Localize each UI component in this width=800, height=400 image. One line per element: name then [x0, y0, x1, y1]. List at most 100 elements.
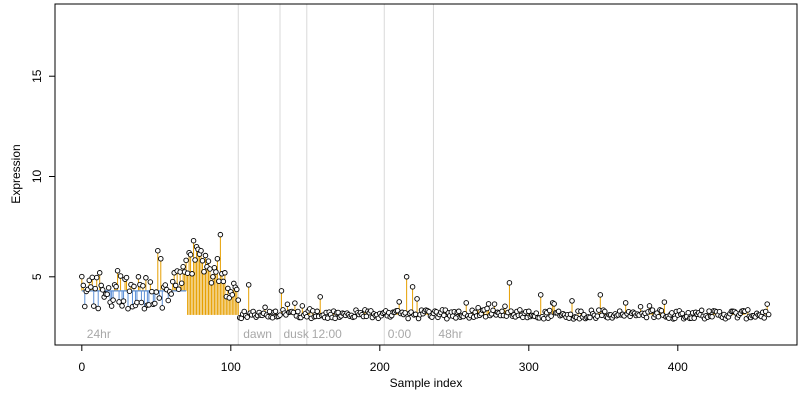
data-point — [578, 308, 584, 315]
data-point — [396, 299, 402, 305]
data-point — [284, 301, 291, 308]
region-label: 48hr — [438, 327, 462, 341]
data-point — [104, 291, 110, 298]
data-point — [202, 252, 209, 259]
data-point — [351, 313, 358, 320]
data-point — [116, 299, 122, 305]
data-point — [245, 282, 252, 288]
data-point — [594, 313, 601, 319]
y-tick-label: 15 — [30, 69, 44, 83]
data-point — [214, 255, 221, 262]
data-point — [184, 270, 191, 276]
data-point — [655, 313, 662, 320]
data-point — [208, 280, 215, 286]
data-point — [138, 299, 145, 306]
data-point — [146, 302, 152, 308]
data-point — [587, 314, 593, 321]
data-point — [506, 280, 513, 286]
data-point — [82, 303, 88, 310]
data-point — [175, 286, 182, 292]
data-point — [672, 315, 678, 322]
data-point — [168, 291, 174, 297]
data-point — [669, 310, 675, 316]
data-point — [207, 266, 213, 272]
data-point — [540, 315, 547, 322]
data-point — [80, 282, 87, 289]
data-point — [199, 258, 206, 264]
data-point — [277, 312, 283, 318]
data-point — [414, 296, 420, 302]
data-point — [120, 298, 127, 304]
data-point — [155, 247, 161, 254]
data-point — [764, 301, 770, 307]
data-point — [546, 307, 553, 314]
data-point — [491, 301, 498, 307]
region-labels: 24hr dawn dusk 12:00 0:00 48hr — [87, 327, 463, 341]
data-point — [426, 308, 432, 315]
data-point — [332, 315, 338, 322]
data-point — [189, 271, 195, 277]
y-axis-title: Expression — [9, 144, 23, 203]
y-axis: 5 10 15 — [30, 69, 56, 280]
data-point — [292, 300, 298, 306]
data-point — [716, 308, 723, 315]
data-point — [125, 305, 131, 312]
data-point — [220, 278, 227, 285]
data-point — [646, 303, 653, 309]
data-point — [244, 314, 250, 320]
region-label: 0:00 — [388, 327, 412, 341]
data-point — [317, 294, 323, 300]
region-label: dusk — [283, 327, 309, 341]
data-point — [169, 278, 176, 285]
data-point — [159, 305, 166, 311]
data-point — [153, 289, 160, 295]
data-point — [463, 300, 469, 306]
data-point — [172, 282, 179, 289]
data-point — [484, 305, 490, 312]
data-point — [95, 305, 101, 312]
data-point — [165, 297, 171, 304]
data-point — [596, 307, 602, 313]
data-point — [119, 303, 125, 309]
data-point — [679, 310, 686, 317]
data-point — [526, 308, 532, 315]
data-point — [99, 287, 106, 293]
data-point — [140, 283, 146, 289]
data-point — [234, 286, 240, 293]
data-point — [709, 313, 715, 320]
data-point — [147, 279, 154, 285]
data-point — [761, 315, 767, 321]
x-tick-label: 100 — [221, 360, 241, 374]
data-point — [177, 269, 183, 275]
data-point — [149, 288, 155, 295]
data-point — [314, 308, 320, 315]
data-point — [88, 284, 94, 290]
data-point — [225, 285, 231, 292]
data-point — [156, 295, 163, 301]
data-point — [551, 301, 557, 307]
data-point — [117, 273, 124, 279]
data-point — [217, 231, 224, 238]
data-point — [412, 311, 419, 318]
data-point — [158, 255, 164, 262]
data-point — [310, 308, 316, 314]
data-point — [162, 282, 169, 288]
data-points — [79, 231, 772, 322]
data-point — [363, 313, 370, 320]
x-axis-title: Sample index — [390, 376, 463, 390]
data-point — [108, 303, 115, 309]
data-point — [485, 301, 492, 307]
data-point — [278, 288, 285, 294]
data-point — [134, 299, 140, 306]
data-point — [698, 307, 705, 314]
data-point — [114, 268, 121, 274]
data-point — [272, 308, 279, 315]
data-point — [190, 237, 197, 244]
data-point — [222, 270, 228, 276]
data-point — [405, 315, 411, 322]
data-point — [569, 298, 575, 304]
data-point — [745, 307, 751, 313]
data-point — [213, 269, 219, 275]
data-point — [475, 304, 481, 311]
data-point — [79, 273, 85, 280]
